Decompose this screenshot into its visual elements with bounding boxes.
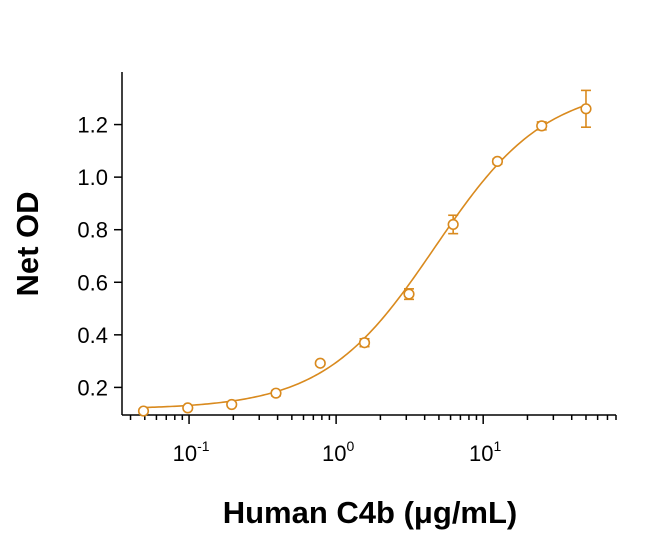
data-points xyxy=(137,89,592,417)
point-marker xyxy=(447,218,459,231)
y-tick-label: 1.0 xyxy=(77,165,108,190)
point-marker xyxy=(137,405,150,417)
y-tick-label: 0.2 xyxy=(77,375,108,400)
data-point xyxy=(580,89,592,128)
y-axis-title: Net OD xyxy=(10,191,45,296)
x-tick-label: 101 xyxy=(469,438,501,466)
x-axis-ticks: 10-1 100 101 xyxy=(129,415,617,466)
data-point xyxy=(447,214,459,235)
data-point xyxy=(182,402,194,414)
y-tick-label: 1.2 xyxy=(77,113,108,138)
data-point xyxy=(270,387,282,399)
point-marker xyxy=(358,337,371,349)
x-tick-label: 10-1 xyxy=(173,438,210,466)
point-marker xyxy=(491,155,504,167)
data-point xyxy=(403,288,415,301)
data-point xyxy=(226,398,238,411)
point-marker xyxy=(403,288,415,300)
y-tick-label: 0.6 xyxy=(77,270,108,295)
data-point xyxy=(491,155,504,167)
y-tick-label: 0.4 xyxy=(77,323,108,348)
x-axis-title: Human C4b (μg/mL) xyxy=(223,495,518,530)
data-point xyxy=(137,405,150,417)
fit-curve xyxy=(143,104,587,409)
point-marker xyxy=(226,398,238,411)
x-tick-label: 100 xyxy=(322,438,354,466)
data-point xyxy=(314,357,326,369)
y-tick-label: 0.8 xyxy=(77,218,108,243)
point-marker xyxy=(314,357,326,369)
y-axis-ticks: 0.2 0.4 0.6 0.8 1.0 1.2 xyxy=(77,113,122,400)
point-marker xyxy=(270,387,282,399)
point-marker xyxy=(536,120,548,132)
point-marker xyxy=(182,402,194,414)
point-marker xyxy=(580,103,592,115)
data-point xyxy=(536,120,548,132)
data-point xyxy=(358,337,371,349)
axes xyxy=(121,72,616,416)
